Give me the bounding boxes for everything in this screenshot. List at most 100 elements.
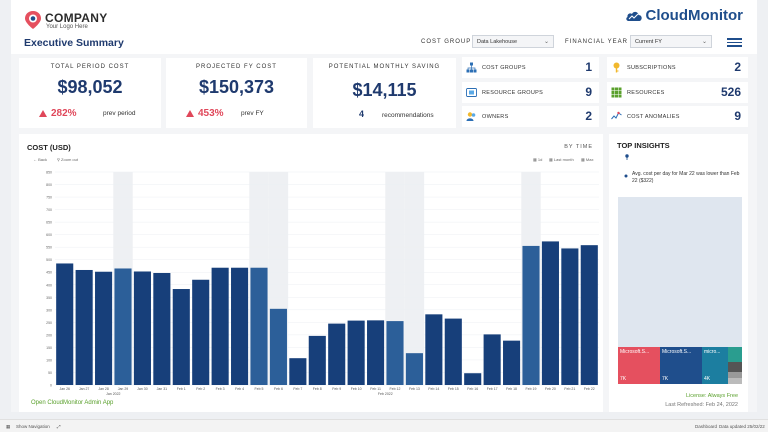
y-tick-label: 750	[46, 196, 52, 200]
dashboard-label: Dashboard	[695, 424, 718, 429]
x-tick-label: Feb 5	[255, 387, 264, 391]
x-tick-label: Feb 6	[274, 387, 283, 391]
view-max-button[interactable]: ▦ Max	[581, 157, 594, 162]
stat-value: 9	[734, 109, 741, 123]
hamburger-menu-icon[interactable]	[727, 38, 742, 47]
bar[interactable]	[483, 334, 501, 385]
y-tick-label: 400	[46, 283, 52, 287]
treemap-cell-small[interactable]	[728, 372, 742, 378]
show-navigation-button[interactable]: Show Navigation	[16, 424, 50, 429]
y-tick-label: 600	[46, 233, 52, 237]
x-tick-label: Feb 17	[487, 387, 498, 391]
stat-resources[interactable]: RESOURCES 526	[607, 82, 748, 103]
bar[interactable]	[405, 353, 423, 385]
company-tagline: Your Logo Here	[46, 24, 88, 30]
zoom-out-label: Zoom out	[61, 157, 78, 162]
x-tick-label: Feb 3	[216, 387, 225, 391]
cloud-icon	[625, 11, 642, 21]
treemap-cell-small[interactable]	[728, 347, 742, 362]
bar[interactable]	[153, 272, 171, 385]
treemap-cell-small[interactable]	[728, 362, 742, 372]
treemap-value: 7K	[662, 376, 669, 382]
stat-owners[interactable]: OWNERS 2	[462, 106, 599, 127]
stat-resource-groups[interactable]: RESOURCE GROUPS 9	[462, 82, 599, 103]
stat-label: COST GROUPS	[482, 65, 526, 71]
bar[interactable]	[289, 358, 307, 385]
status-bar: ▦ Show Navigation ⤢ Dashboard Data updat…	[0, 419, 768, 432]
admin-app-link[interactable]: Open CloudMonitor Admin App	[31, 400, 114, 406]
bar[interactable]	[192, 279, 210, 385]
pin-icon	[625, 154, 629, 160]
treemap-cell[interactable]: micro... 4K	[702, 347, 728, 384]
stat-label: RESOURCE GROUPS	[482, 90, 544, 96]
highlight-band	[404, 172, 425, 385]
stat-label: RESOURCES	[627, 90, 665, 96]
bar[interactable]	[386, 321, 404, 385]
bar[interactable]	[347, 320, 365, 385]
stat-value: 526	[720, 85, 741, 99]
x-tick-label: Feb 2	[196, 387, 205, 391]
stat-cost-groups[interactable]: COST GROUPS 1	[462, 57, 599, 78]
view-1d-button[interactable]: ▦ 1d	[533, 157, 543, 162]
stat-label: COST ANOMALIES	[627, 114, 680, 120]
treemap-cell-small[interactable]	[728, 378, 742, 384]
bar[interactable]	[541, 241, 559, 385]
bar[interactable]	[464, 373, 482, 385]
bar[interactable]	[444, 318, 462, 385]
x-group-label: Jan 2022	[106, 392, 120, 396]
kpi-label: PROJECTED FY COST	[196, 64, 277, 70]
financial-year-select[interactable]: Current FY ⌄	[630, 35, 712, 48]
y-tick-label: 500	[46, 258, 52, 262]
bar[interactable]	[95, 271, 113, 385]
treemap-cell[interactable]: Microsoft.S... 7K	[660, 347, 702, 384]
bar[interactable]	[328, 323, 346, 385]
kpi-sub: prev period	[103, 110, 136, 117]
x-tick-label: Jan 28	[98, 387, 109, 391]
triangle-up-icon	[186, 110, 194, 117]
bar[interactable]	[580, 245, 598, 385]
y-tick-label: 300	[46, 308, 52, 312]
view-max-label: Max	[585, 157, 594, 162]
x-tick-label: Jan 31	[157, 387, 168, 391]
stat-subscriptions[interactable]: SUBSCRIPTIONS 2	[607, 57, 748, 78]
y-tick-label: 0	[50, 384, 52, 388]
x-tick-label: Feb 7	[293, 387, 302, 391]
cost-group-value: Data Lakehouse	[477, 39, 518, 45]
bar[interactable]	[114, 268, 132, 385]
cost-group-select[interactable]: Data Lakehouse ⌄	[472, 35, 554, 48]
last-refreshed: Last Refreshed: Feb 24, 2022	[665, 402, 738, 408]
zoom-out-button[interactable]: ⚲ Zoom out	[57, 157, 78, 162]
bar[interactable]	[522, 245, 540, 385]
bar[interactable]	[503, 340, 521, 385]
brand-logo: CloudMonitor	[625, 7, 743, 24]
back-button[interactable]: ← Back	[33, 157, 48, 162]
bar[interactable]	[561, 248, 579, 385]
bar[interactable]	[231, 267, 249, 385]
view-last-month-button[interactable]: ▦ Last month	[549, 157, 574, 162]
stat-cost-anomalies[interactable]: COST ANOMALIES 9	[607, 106, 748, 127]
bar[interactable]	[425, 314, 443, 385]
bar[interactable]	[133, 271, 151, 385]
bar[interactable]	[367, 320, 385, 385]
back-label: Back	[38, 157, 48, 162]
treemap: Microsoft.S... 7K Microsoft.S... 7K micr…	[618, 197, 742, 384]
bar[interactable]	[269, 308, 287, 385]
kpi-label: POTENTIAL MONTHLY SAVING	[328, 64, 441, 70]
triangle-up-icon	[39, 110, 47, 117]
expand-icon[interactable]: ⤢	[57, 424, 61, 429]
bar[interactable]	[211, 267, 229, 385]
bar[interactable]	[56, 263, 74, 385]
bar[interactable]	[308, 335, 326, 385]
recommendations-count: 4	[359, 109, 365, 119]
bar[interactable]	[250, 267, 268, 385]
y-tick-label: 100	[46, 358, 52, 362]
nav-toggle-icon[interactable]: ▦	[6, 424, 11, 429]
view-last-month-label: Last month	[553, 157, 574, 162]
resource-group-icon	[466, 88, 477, 97]
anomaly-icon	[611, 111, 622, 120]
treemap-cell[interactable]: Microsoft.S... 7K	[618, 347, 660, 384]
bar[interactable]	[75, 269, 93, 385]
bar[interactable]	[172, 289, 190, 385]
kpi-change: 282%	[39, 108, 77, 119]
x-tick-label: Feb 8	[313, 387, 322, 391]
